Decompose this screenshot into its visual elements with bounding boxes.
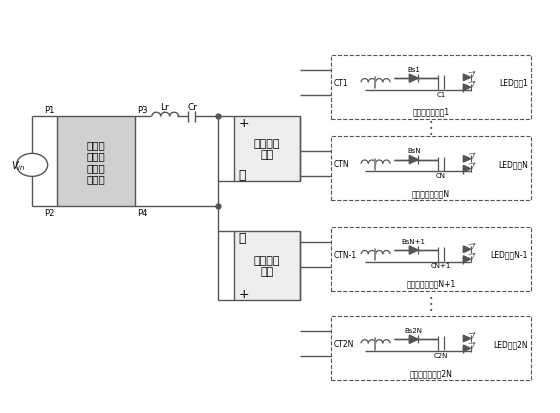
Text: ⋮: ⋮ [423, 119, 439, 137]
Text: LED灯串1: LED灯串1 [499, 78, 528, 88]
Polygon shape [463, 166, 470, 173]
Polygon shape [463, 246, 470, 253]
Polygon shape [463, 345, 470, 352]
Text: C1: C1 [436, 91, 446, 97]
Polygon shape [463, 335, 470, 342]
Text: 电流互感器模块1: 电流互感器模块1 [413, 107, 450, 116]
Bar [234, 117, 300, 181]
Text: LED灯串2N: LED灯串2N [493, 339, 528, 348]
Text: 电流互感器模块N: 电流互感器模块N [412, 189, 450, 198]
Text: ⋮: ⋮ [423, 294, 439, 313]
Text: C2N: C2N [434, 352, 448, 358]
Text: P2: P2 [44, 209, 55, 218]
Text: CTN: CTN [334, 160, 349, 169]
Bar [332, 137, 531, 201]
Polygon shape [463, 256, 470, 263]
Text: 高频交
流电压
脉冲产
生电路: 高频交 流电压 脉冲产 生电路 [87, 140, 105, 184]
Bar [332, 316, 531, 380]
Text: 电流互感器模块2N: 电流互感器模块2N [409, 368, 452, 377]
Bar [234, 232, 300, 300]
Text: CT1: CT1 [334, 78, 349, 88]
Text: Lr: Lr [160, 103, 169, 112]
Polygon shape [409, 335, 418, 344]
Bar [57, 117, 135, 206]
Text: P4: P4 [137, 209, 148, 218]
Text: $V_{in}$: $V_{in}$ [11, 159, 25, 172]
Text: CN: CN [436, 173, 446, 178]
Polygon shape [463, 156, 470, 163]
Polygon shape [409, 75, 418, 83]
Text: 电流互感器模块N+1: 电流互感器模块N+1 [407, 279, 456, 288]
Text: Cr: Cr [188, 103, 198, 112]
Text: CT2N: CT2N [334, 339, 354, 348]
Text: BsN: BsN [407, 148, 421, 154]
Text: 逆向整流
电路: 逆向整流 电路 [254, 255, 281, 277]
Polygon shape [409, 246, 418, 254]
Text: Bs1: Bs1 [407, 67, 420, 73]
Bar [332, 227, 531, 291]
Text: LED灯串N: LED灯串N [498, 160, 528, 169]
Text: P1: P1 [44, 106, 55, 115]
Text: P3: P3 [137, 106, 148, 115]
Text: +: + [238, 117, 249, 130]
Text: －: － [238, 169, 246, 181]
Text: BsN+1: BsN+1 [402, 238, 426, 244]
Polygon shape [463, 75, 470, 81]
Polygon shape [409, 156, 418, 164]
Text: Bs2N: Bs2N [405, 328, 423, 333]
Text: －: － [238, 232, 246, 244]
Text: CTN-1: CTN-1 [334, 250, 357, 259]
Polygon shape [463, 85, 470, 91]
Bar [332, 56, 531, 119]
Text: LED灯串N-1: LED灯串N-1 [491, 250, 528, 259]
Text: CN+1: CN+1 [431, 263, 451, 269]
Text: +: + [238, 287, 249, 300]
Text: 正向整流
电路: 正向整流 电路 [254, 138, 281, 160]
